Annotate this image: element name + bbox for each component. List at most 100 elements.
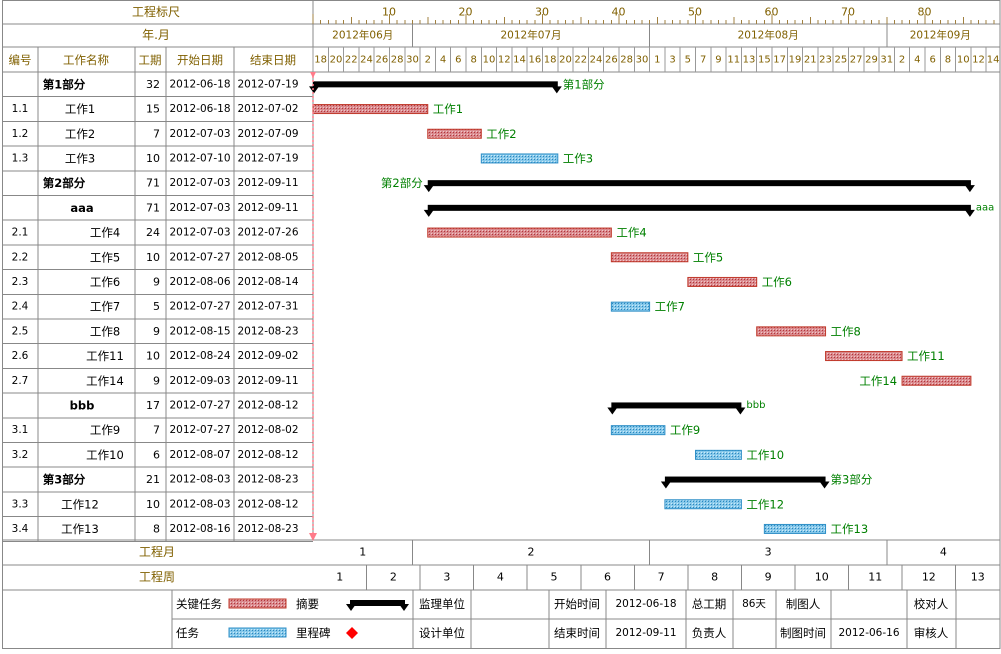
year-month-label: 年.月 — [142, 28, 170, 42]
column-header: 工作名称 — [63, 53, 109, 67]
current-date-marker-top — [310, 72, 316, 78]
task-duration: 9 — [153, 325, 160, 338]
task-name: 工作3 — [65, 151, 95, 165]
summary-bar-right-cap — [964, 185, 975, 193]
bar-label: 工作11 — [907, 349, 945, 363]
task-duration: 6 — [153, 448, 160, 461]
task-duration: 7 — [153, 127, 160, 140]
task-end: 2012-08-23 — [237, 523, 298, 535]
critical-task-bar — [825, 351, 903, 362]
task-end: 2012-08-05 — [237, 251, 298, 263]
task-end: 2012-08-23 — [237, 325, 298, 337]
project-week-number: 11 — [868, 571, 882, 584]
task-end: 2012-07-09 — [237, 128, 298, 140]
task-end: 2012-08-02 — [237, 424, 298, 436]
task-end: 2012-08-12 — [237, 449, 298, 461]
task-name: bbb — [70, 398, 95, 412]
day-label: 30 — [636, 55, 649, 66]
task-name: 工作14 — [86, 374, 124, 388]
task-bar — [695, 449, 742, 460]
summary-bar — [427, 204, 971, 211]
critical-task-bar — [427, 128, 482, 139]
day-label: 12 — [498, 55, 511, 66]
bar-label: 工作10 — [746, 448, 784, 462]
legend-task-label: 任务 — [176, 626, 199, 640]
project-week-number: 13 — [971, 571, 985, 584]
task-start: 2012-07-03 — [169, 128, 230, 140]
task-duration: 21 — [146, 473, 160, 486]
day-label: 6 — [929, 55, 935, 66]
task-id: 2.1 — [12, 227, 29, 239]
task-bar — [610, 425, 666, 436]
bar-label: 工作12 — [746, 497, 784, 511]
task-duration: 10 — [146, 251, 160, 264]
task-end: 2012-09-11 — [237, 202, 298, 214]
task-name: 工作6 — [90, 275, 120, 289]
task-end: 2012-08-12 — [237, 498, 298, 510]
task-start: 2012-07-10 — [169, 152, 230, 164]
day-label: 7 — [700, 55, 706, 66]
summary-bar — [427, 180, 971, 187]
task-name: 第1部分 — [43, 77, 86, 91]
task-name: 工作9 — [90, 423, 120, 437]
info-label: 总工期 — [692, 597, 727, 611]
project-month-number: 2 — [528, 546, 535, 559]
task-duration: 9 — [153, 275, 160, 288]
bar-label: bbb — [746, 400, 765, 411]
critical-task-bar — [427, 227, 612, 238]
summary-bar-right-cap — [551, 86, 562, 94]
task-bar — [610, 301, 651, 312]
task-id: 3.1 — [12, 424, 29, 436]
task-start: 2012-07-03 — [169, 227, 230, 239]
legend-summary-label: 摘要 — [296, 597, 319, 611]
bar-label: 工作2 — [486, 127, 516, 141]
day-label: 29 — [865, 55, 878, 66]
project-week-label: 工程周 — [139, 569, 175, 584]
task-duration: 10 — [146, 152, 160, 165]
project-week-number: 12 — [922, 571, 936, 584]
task-start: 2012-07-27 — [169, 251, 230, 263]
task-end: 2012-08-14 — [237, 276, 298, 288]
bar-label: 工作14 — [859, 374, 897, 388]
task-end: 2012-07-26 — [237, 227, 298, 239]
info-value: 2012-09-11 — [615, 627, 676, 639]
info-value: 2012-06-18 — [615, 598, 676, 610]
summary-bar-right-cap — [735, 407, 746, 415]
task-name: aaa — [70, 201, 93, 215]
day-label: 30 — [406, 55, 419, 66]
task-start: 2012-08-24 — [169, 350, 230, 362]
day-label: 12 — [972, 55, 985, 66]
task-start: 2012-07-03 — [169, 202, 230, 214]
task-name: 工作12 — [61, 497, 99, 511]
task-start: 2012-08-03 — [169, 474, 230, 486]
info-label: 监理单位 — [419, 597, 465, 611]
day-label: 18 — [544, 55, 557, 66]
bar-label: 工作9 — [670, 423, 700, 437]
project-week-number: 3 — [443, 571, 450, 584]
task-duration: 7 — [153, 424, 160, 437]
day-label: 28 — [391, 55, 404, 66]
task-id: 3.3 — [12, 498, 29, 510]
info-value: 2012-06-16 — [838, 627, 899, 639]
day-label: 4 — [440, 55, 446, 66]
task-name: 工作4 — [90, 226, 120, 240]
task-id: 2.5 — [12, 325, 29, 337]
legend-milestone-label: 里程碑 — [296, 626, 331, 640]
project-week-number: 5 — [550, 571, 557, 584]
task-start: 2012-06-18 — [169, 103, 230, 115]
task-id: 3.2 — [12, 449, 29, 461]
task-duration: 71 — [146, 201, 160, 214]
info-label: 审核人 — [914, 626, 949, 640]
task-start: 2012-06-18 — [169, 78, 230, 90]
ruler-tick-label: 20 — [459, 6, 473, 19]
day-label: 21 — [804, 55, 817, 66]
ruler-tick-label: 10 — [382, 6, 396, 19]
task-duration: 17 — [146, 399, 160, 412]
month-label: 2012年09月 — [910, 29, 971, 42]
day-label: 17 — [773, 55, 786, 66]
bar-label: 第2部分 — [381, 176, 423, 190]
column-header: 开始日期 — [177, 53, 223, 67]
day-label: 11 — [727, 55, 740, 66]
